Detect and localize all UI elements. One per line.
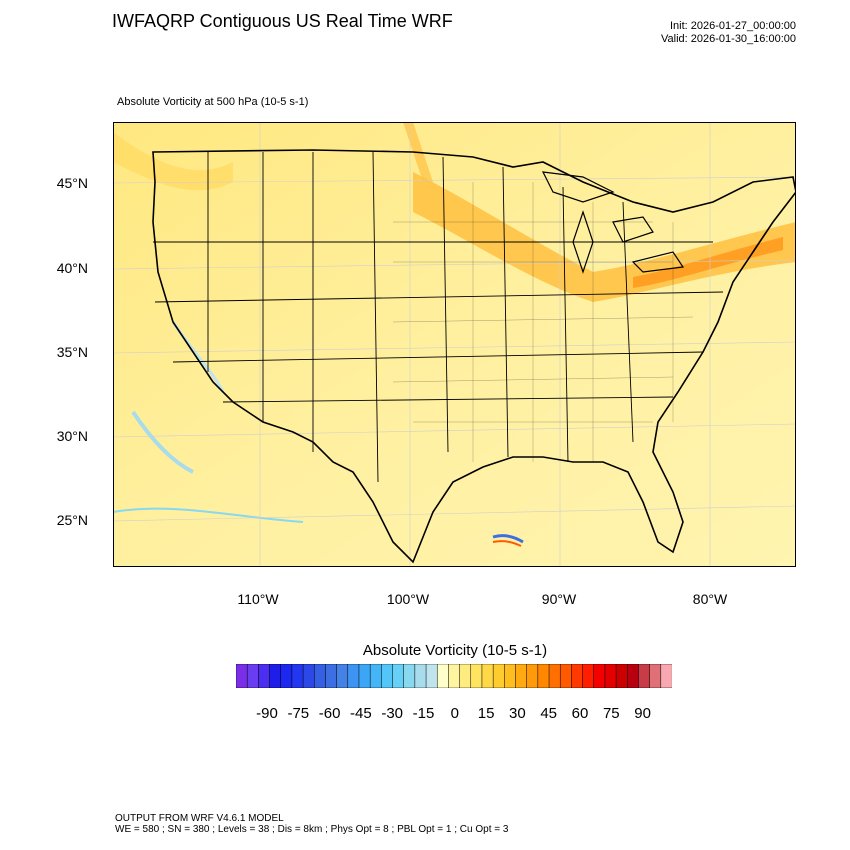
vorticity-feature-west — [113, 132, 233, 191]
colorbar-swatch — [258, 664, 270, 688]
colorbar-swatch — [559, 664, 572, 688]
colorbar — [236, 664, 672, 688]
colorbar-swatch — [470, 664, 483, 688]
colorbar-swatch — [369, 664, 382, 688]
low-vorticity-streak — [113, 507, 304, 523]
low-vorticity-streak — [492, 540, 522, 547]
colorbar-swatch — [515, 664, 528, 688]
lat-label: 30°N — [56, 428, 88, 444]
colorbar-title: Absolute Vorticity (10-5 s-1) — [362, 642, 548, 659]
colorbar-swatch — [381, 664, 393, 688]
colorbar-swatch — [325, 664, 338, 688]
colorbar-swatch — [314, 664, 326, 688]
run-times: Init: 2026-01-27_00:00:00 Valid: 2026-01… — [661, 20, 796, 46]
colorbar-swatch — [436, 664, 449, 688]
init-time: Init: 2026-01-27_00:00:00 — [670, 20, 796, 32]
colorbar-tick-label: 75 — [602, 705, 620, 722]
colorbar-swatch — [615, 664, 628, 688]
low-vorticity-streak — [131, 410, 194, 474]
coastline-boundary — [152, 149, 796, 564]
colorbar-swatch — [414, 664, 427, 688]
colorbar-tick-label: -45 — [350, 705, 372, 722]
colorbar-swatch — [504, 664, 516, 688]
colorbar-swatch — [593, 664, 606, 688]
colorbar-tick-label: 30 — [509, 705, 526, 722]
colorbar-swatch — [537, 664, 550, 688]
colorbar-tick-label: -60 — [318, 705, 341, 722]
colorbar-swatch — [302, 664, 315, 688]
lon-label: 110°W — [237, 591, 279, 607]
colorbar-swatch — [280, 664, 293, 688]
lon-label: 80°W — [692, 591, 728, 607]
colorbar-swatch — [291, 664, 304, 688]
model-info: OUTPUT FROM WRF V4.6.1 MODEL — [115, 813, 284, 824]
model-options: WE = 580 ; SN = 380 ; Levels = 38 ; Dis … — [115, 824, 509, 835]
colorbar-swatch — [392, 664, 405, 688]
lat-label: 35°N — [56, 344, 88, 360]
colorbar-swatch — [481, 664, 494, 688]
map-border — [113, 122, 796, 567]
colorbar-swatch — [492, 664, 505, 688]
lon-label: 90°W — [541, 591, 577, 607]
colorbar-swatch — [425, 664, 438, 688]
colorbar-tick-label: -75 — [287, 705, 310, 722]
colorbar-swatch — [236, 664, 248, 688]
colorbar-swatch — [582, 664, 595, 688]
colorbar-swatch — [627, 664, 639, 688]
colorbar-swatch — [526, 664, 539, 688]
valid-time: Valid: 2026-01-30_16:00:00 — [661, 33, 796, 45]
colorbar-tick-label: -90 — [256, 705, 278, 722]
county-boundaries — [392, 182, 694, 462]
colorbar-tick-label: 15 — [477, 705, 495, 722]
vorticity-map — [113, 122, 796, 567]
colorbar-swatch — [448, 664, 461, 688]
plot-title: IWFAQRP Contiguous US Real Time WRF — [112, 11, 453, 31]
colorbar-swatch — [336, 664, 349, 688]
field-label: Absolute Vorticity at 500 hPa (10-5 s-1) — [117, 96, 309, 108]
colorbar-swatch — [638, 664, 651, 688]
colorbar-tick-label: -15 — [412, 705, 435, 722]
colorbar-tick-label: -30 — [381, 705, 404, 722]
colorbar-swatch — [459, 664, 472, 688]
colorbar-swatch — [548, 664, 561, 688]
colorbar-tick-label: 45 — [540, 705, 558, 722]
great-lakes — [541, 171, 685, 274]
colorbar-swatch — [246, 664, 259, 688]
colorbar-swatch — [604, 664, 617, 688]
colorbar-swatch — [660, 664, 672, 688]
vorticity-core — [633, 237, 783, 288]
colorbar-swatch — [347, 664, 360, 688]
state-boundaries — [153, 151, 724, 483]
lat-label: 40°N — [56, 260, 88, 276]
colorbar-swatch — [269, 664, 282, 688]
lat-label: 25°N — [56, 512, 88, 528]
colorbar-swatch — [403, 664, 416, 688]
map-background — [113, 122, 796, 567]
colorbar-swatch — [358, 664, 371, 688]
colorbar-swatch — [571, 664, 584, 688]
colorbar-tick-label: 60 — [571, 705, 589, 722]
colorbar-tick-label: 90 — [634, 705, 651, 722]
colorbar-swatch — [649, 664, 662, 688]
colorbar-tick-label: 0 — [450, 705, 459, 722]
graticule — [113, 122, 796, 567]
lon-label: 100°W — [386, 591, 430, 607]
low-vorticity-streak — [492, 534, 524, 544]
lat-label: 45°N — [56, 175, 88, 191]
